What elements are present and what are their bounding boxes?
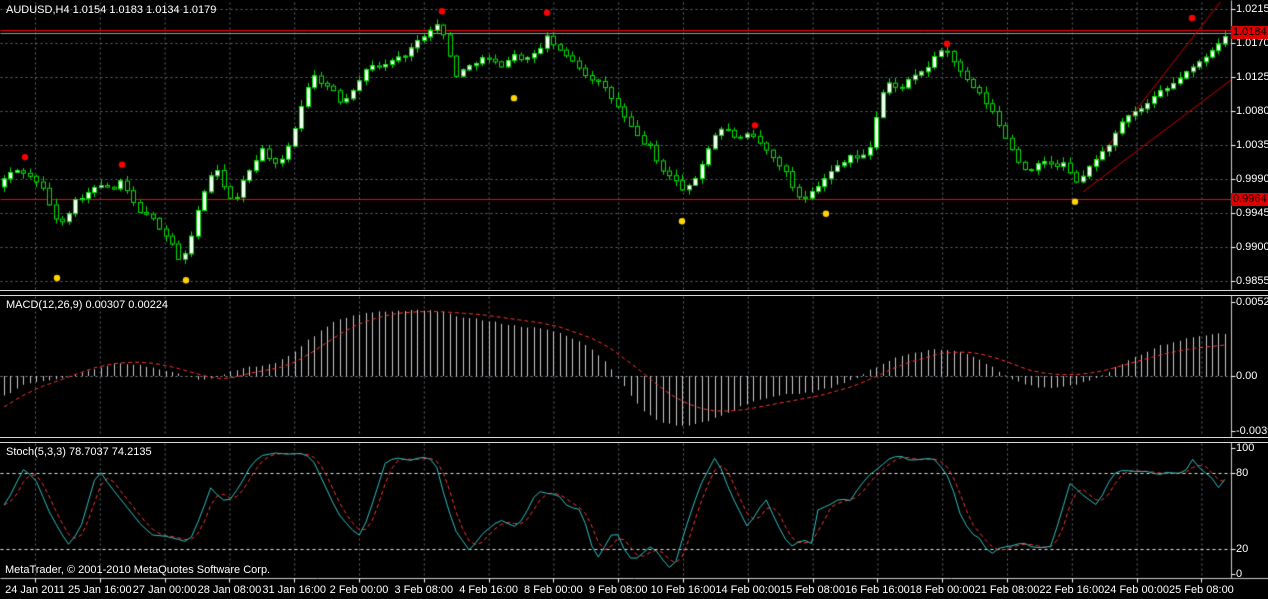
time-axis-label: 3 Feb 08:00 xyxy=(394,584,454,596)
stoch-indicator-label: Stoch(5,3,3) 78.7037 74.2135 xyxy=(6,446,152,458)
stoch-axis-label: 80 xyxy=(1236,467,1249,480)
price-axis-label: 1.0080 xyxy=(1236,105,1268,117)
stoch-axis-label: 0 xyxy=(1236,568,1243,580)
chart-title: AUDUSD,H4 1.0154 1.0183 1.0134 1.0179 xyxy=(6,4,217,16)
price-axis-label: 0.9855 xyxy=(1236,275,1268,287)
time-axis-label: 9 Feb 08:00 xyxy=(588,584,648,596)
time-axis-label: 24 Feb 00:00 xyxy=(1104,584,1170,596)
time-axis-label: 28 Jan 08:00 xyxy=(197,584,262,596)
price-axis-label: 1.0215 xyxy=(1236,3,1268,15)
support-price-badge: 0.9964 xyxy=(1231,192,1268,206)
time-axis-label: 4 Feb 16:00 xyxy=(459,584,518,596)
time-axis-label: 27 Jan 00:00 xyxy=(132,584,197,596)
time-axis-label: 24 Jan 2011 xyxy=(5,584,65,596)
time-axis-label: 31 Jan 16:00 xyxy=(262,584,326,596)
macd-axis-label: -0.00394 xyxy=(1236,425,1268,438)
time-axis-label: 8 Feb 00:00 xyxy=(524,584,583,596)
time-axis-label: 14 Feb 00:00 xyxy=(715,584,781,596)
price-axis-label: 1.0170 xyxy=(1236,37,1268,49)
time-axis-label: 18 Feb 00:00 xyxy=(909,584,975,596)
time-axis-label: 22 Feb 16:00 xyxy=(1039,584,1105,596)
stoch-axis-label: 20 xyxy=(1236,542,1249,555)
panel-separator-macd[interactable] xyxy=(0,290,1268,296)
price-axis-label: 1.0035 xyxy=(1236,139,1268,151)
price-axis-label: 0.9990 xyxy=(1236,173,1268,185)
price-axis-label: 0.9945 xyxy=(1236,207,1268,219)
copyright-text: MetaTrader, © 2001-2010 MetaQuotes Softw… xyxy=(5,564,271,576)
stoch-axis-label: 100 xyxy=(1236,442,1255,454)
time-axis-label: 25 Feb 08:00 xyxy=(1168,584,1234,596)
macd-axis-label: 0.00527 xyxy=(1236,296,1268,309)
macd-axis-label: 0.00 xyxy=(1236,370,1258,382)
time-axis-label: 10 Feb 16:00 xyxy=(650,584,716,596)
time-axis-label: 25 Jan 16:00 xyxy=(67,584,132,596)
panel-separator-stoch[interactable] xyxy=(0,437,1268,443)
price-axis-label: 0.9900 xyxy=(1236,241,1268,253)
current-price-badge: 1.0184 xyxy=(1231,26,1268,40)
time-axis-label: 2 Feb 00:00 xyxy=(329,584,389,596)
macd-indicator-label: MACD(12,26,9) 0.00307 0.00224 xyxy=(6,299,169,311)
time-axis-label: 16 Feb 16:00 xyxy=(844,584,910,596)
time-axis-label: 21 Feb 08:00 xyxy=(974,584,1040,596)
price-axis-label: 1.0125 xyxy=(1236,71,1268,83)
time-axis-label: 15 Feb 08:00 xyxy=(780,584,846,596)
